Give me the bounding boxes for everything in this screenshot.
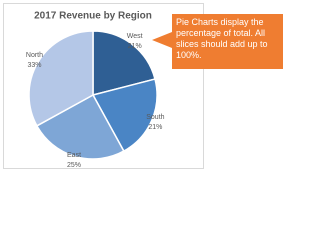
slice-value-label: 25%	[67, 162, 81, 169]
page: {"chart_data": {"type": "pie", "title": …	[3, 3, 283, 170]
pie-slice	[92, 30, 156, 96]
slice-value-label: 21%	[128, 43, 142, 50]
callout-text: Pie Charts display the percentage of tot…	[176, 17, 268, 60]
pie-slice	[35, 93, 125, 160]
slice-label: West	[127, 33, 143, 40]
pie-slice	[91, 78, 158, 153]
slice-label: East	[67, 152, 81, 159]
callout: Pie Charts display the percentage of tot…	[152, 14, 283, 69]
pie-slice	[28, 30, 94, 127]
chart-title: 2017 Revenue by Region	[34, 11, 152, 22]
slice-value-label: 21%	[148, 124, 162, 131]
slice-label: South	[146, 114, 164, 121]
slice-label: North	[26, 52, 43, 59]
chart: 2017 Revenue by Region West 21% South 21% Ea…	[3, 3, 204, 169]
slice-value-label: 33%	[27, 62, 41, 69]
